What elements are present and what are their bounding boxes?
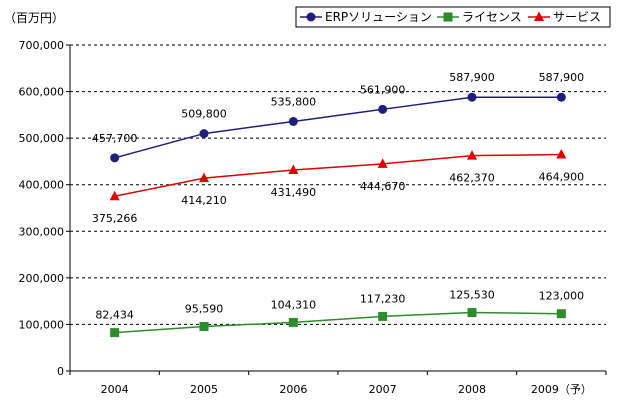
x-tick-label: 2009（予） [531,383,592,396]
data-point [556,309,566,319]
series-square: 82,434 95,590 104,310 117,230 125,530 123,000 [95,289,584,338]
x-tick-label: 2004 [101,383,129,396]
y-axis-unit-label: （百万円） [4,11,64,25]
x-axis-ticks: 2004 2005 2006 2007 2008 2009（予） [69,371,607,396]
data-label: 464,900 [539,170,585,183]
data-point [288,164,299,175]
series-triangle: 375,266 414,210 431,490 444,670 462,370 464,9… [92,148,585,225]
series-line [114,153,562,197]
data-point [199,129,209,139]
axes [69,45,606,372]
data-point [467,308,477,318]
legend-label: サービス [553,10,601,24]
data-label: 95,590 [185,302,224,315]
legend-label: ERPソリューション [325,10,432,24]
data-point [556,92,566,102]
data-point [288,317,298,327]
data-label: 125,530 [449,289,495,302]
legend: ERPソリューション ライセンス サービス [295,6,611,28]
gridlines [70,44,606,325]
data-point [378,104,388,114]
x-tick-label: 2005 [190,383,218,396]
legend-marker [534,11,544,21]
x-tick-label: 2006 [279,383,307,396]
data-label: 117,230 [360,292,406,305]
data-label: 123,000 [539,290,585,303]
y-tick-label: 100,000 [19,318,65,331]
y-tick-label: 0 [57,365,64,378]
data-label: 535,800 [271,95,317,108]
legend-label: ライセンス [462,10,522,24]
data-label: 104,310 [271,298,317,311]
y-tick-label: 600,000 [19,86,65,99]
data-point [199,321,209,331]
y-tick-label: 500,000 [19,132,65,145]
y-tick-label: 400,000 [19,179,65,192]
y-tick-label: 700,000 [19,39,65,52]
data-label: 431,490 [271,186,317,199]
data-point [109,190,120,201]
series-group: 457,700 509,800 535,800 561,900 587,900 587,9… [92,71,585,338]
data-point [378,311,388,321]
data-label: 561,900 [360,83,406,96]
y-axis-ticks: 0 100,000 200,000 300,000 400,000 500,000 600,… [19,39,70,378]
series-line [114,96,562,159]
data-label: 587,900 [539,71,585,84]
data-label: 587,900 [449,71,495,84]
data-label: 457,700 [92,132,138,145]
data-point [467,150,477,160]
data-label: 82,434 [95,309,134,322]
series-line [114,311,562,334]
data-point [288,116,298,126]
data-label: 509,800 [181,108,227,121]
y-tick-label: 300,000 [19,225,65,238]
data-point [467,92,477,102]
x-tick-label: 2007 [369,383,397,396]
legend-marker [306,12,316,22]
data-point [199,172,209,183]
data-point [377,158,388,168]
data-label: 444,670 [360,180,406,193]
data-label: 375,266 [92,212,138,225]
x-tick-label: 2008 [458,383,486,396]
series-circle: 457,700 509,800 535,800 561,900 587,900 587,9… [92,71,585,163]
data-point [556,148,567,159]
data-point [110,328,120,338]
y-tick-label: 200,000 [19,272,65,285]
data-point [110,153,120,163]
data-label: 414,210 [181,194,227,207]
data-label: 462,370 [449,172,495,185]
legend-marker [443,12,453,22]
